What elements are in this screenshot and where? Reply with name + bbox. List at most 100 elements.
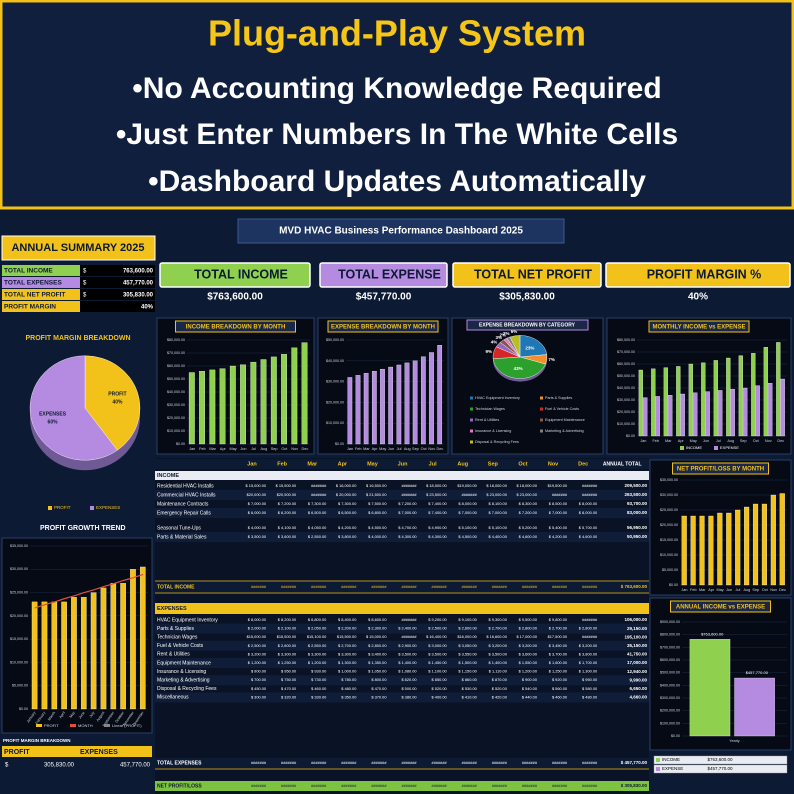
table-row-bg [155, 658, 649, 668]
table-row-bg [155, 508, 649, 518]
annual-cell: 209,500.00 [624, 483, 647, 488]
table-cell: $ 1,700.00 [579, 660, 598, 665]
table-cell: $ 23,000.00 [486, 492, 507, 497]
bar [734, 677, 775, 737]
x-tick-label: January [26, 711, 37, 724]
table-cell: $ 4,400.00 [489, 534, 508, 539]
x-tick-label: August [96, 711, 106, 722]
legend-value: $457,770.00 [707, 766, 733, 771]
legend-label: PROFIT [44, 723, 59, 728]
pie-slice [492, 356, 546, 379]
month-header: May [367, 461, 379, 467]
month-header: Jan [247, 461, 257, 467]
table-cell: $ 450.00 [251, 686, 267, 691]
y-tick-label: $800,000.00 [660, 633, 680, 637]
bar [429, 352, 434, 445]
table-cell: $ 850.00 [432, 677, 448, 682]
bar [776, 342, 781, 437]
row-label: Parts & Material Sales [157, 534, 207, 540]
banner-line: •No Accounting Knowledge Required [132, 72, 661, 105]
table-cell: ####### [311, 483, 327, 488]
legend-label: Linear (PROFIT) [112, 723, 142, 728]
table-cell: $ 6,800.00 [308, 617, 327, 622]
y-tick-label: $50,000.00 [617, 374, 635, 378]
legend-cell [653, 764, 788, 774]
legend-swatch [104, 724, 110, 727]
table-cell: $ 4,700.00 [398, 525, 417, 530]
table-cell: $ 7,300.00 [338, 501, 357, 506]
bar [663, 367, 668, 437]
table-cell: $ 540.00 [522, 686, 538, 691]
table-cell: $16,000.00 [457, 634, 477, 639]
bar [713, 360, 718, 437]
table-cell: $ 480.00 [341, 686, 357, 691]
table-cell: $ 16,500.00 [366, 483, 387, 488]
table-cell: ####### [401, 584, 417, 589]
bar [412, 360, 418, 445]
chart-title: NET PROFIT/LOSS BY MONTH [677, 467, 764, 473]
table-cell: $20,000.00 [247, 492, 267, 497]
x-tick-label: Dec [779, 588, 786, 592]
legend-swatch [680, 446, 684, 450]
bar [363, 373, 369, 445]
y-tick-label: $40,000.00 [617, 386, 635, 390]
table-cell: $ 1,550.00 [519, 660, 538, 665]
summary-label-cell [2, 265, 80, 276]
table-cell: $ 4,300.00 [398, 534, 417, 539]
summary-value-cell [80, 265, 155, 276]
annual-cell: 263,500.00 [624, 492, 647, 497]
x-tick-label: May [690, 439, 697, 443]
x-tick-label: Apr [372, 447, 379, 451]
table-cell: $ 2,300.00 [368, 626, 387, 631]
table-cell: $ 4,600.00 [519, 534, 538, 539]
x-tick-label: April [59, 711, 67, 719]
table-cell: $15,500.00 [337, 634, 357, 639]
table-cell: ####### [552, 584, 568, 589]
table-cell: $ 3,300.00 [308, 651, 327, 656]
y-tick-label: $15,000.00 [10, 637, 28, 641]
table-cell: $ 470.00 [371, 686, 387, 691]
bottom-summary-header-text: PROFIT [4, 749, 30, 756]
table-cell: $ 1,050.00 [368, 669, 387, 674]
x-tick-label: May [69, 711, 76, 719]
legend-cell [653, 755, 788, 765]
table-cell: $ 2,700.00 [338, 643, 357, 648]
summary-value-cell [80, 301, 155, 312]
x-tick-label: October [114, 710, 125, 723]
table-cell: $ 3,450.00 [549, 643, 568, 648]
bar [699, 515, 705, 586]
x-tick-label: Dec [777, 439, 784, 443]
legend-swatch [36, 724, 42, 727]
banner-line: •Just Enter Numbers In The White Cells [116, 118, 678, 151]
table-cell: ####### [311, 492, 327, 497]
annual-cell: 83,000.00 [627, 510, 648, 515]
table-cell: $ 3,200.00 [519, 643, 538, 648]
bar [388, 366, 394, 445]
x-tick-label: Feb [652, 439, 659, 443]
legend-swatch [714, 446, 718, 450]
table-cell: $ 3,200.00 [489, 643, 508, 648]
table-cell: $ 7,000.00 [398, 510, 417, 515]
table-cell: $ 8,600.00 [368, 617, 387, 622]
summary-label-cell [2, 277, 80, 288]
y-tick-label: $0.00 [176, 442, 185, 446]
bar [735, 509, 741, 586]
legend-swatch [540, 429, 543, 433]
table-cell: $ 8,000.00 [579, 501, 598, 506]
x-tick-label: Dec [437, 447, 444, 451]
pie-value-label: 9% [486, 349, 493, 354]
bar [718, 390, 723, 437]
table-cell: $ 18,000.00 [516, 483, 537, 488]
x-tick-label: February [35, 711, 47, 725]
table-cell: $ 4,000.00 [368, 534, 387, 539]
bar [643, 397, 648, 437]
table-cell: $ 18,000.00 [486, 483, 507, 488]
table-cell: ####### [522, 584, 538, 589]
table-cell: $ 4,900.00 [428, 525, 447, 530]
pie-category-label: EXPENSES [39, 411, 67, 417]
table-cell: $ 440.00 [522, 694, 538, 699]
table-cell: $ 3,500.00 [428, 651, 447, 656]
table-cell: $19,500.00 [548, 483, 568, 488]
table-cell: $ 7,000.00 [489, 510, 508, 515]
